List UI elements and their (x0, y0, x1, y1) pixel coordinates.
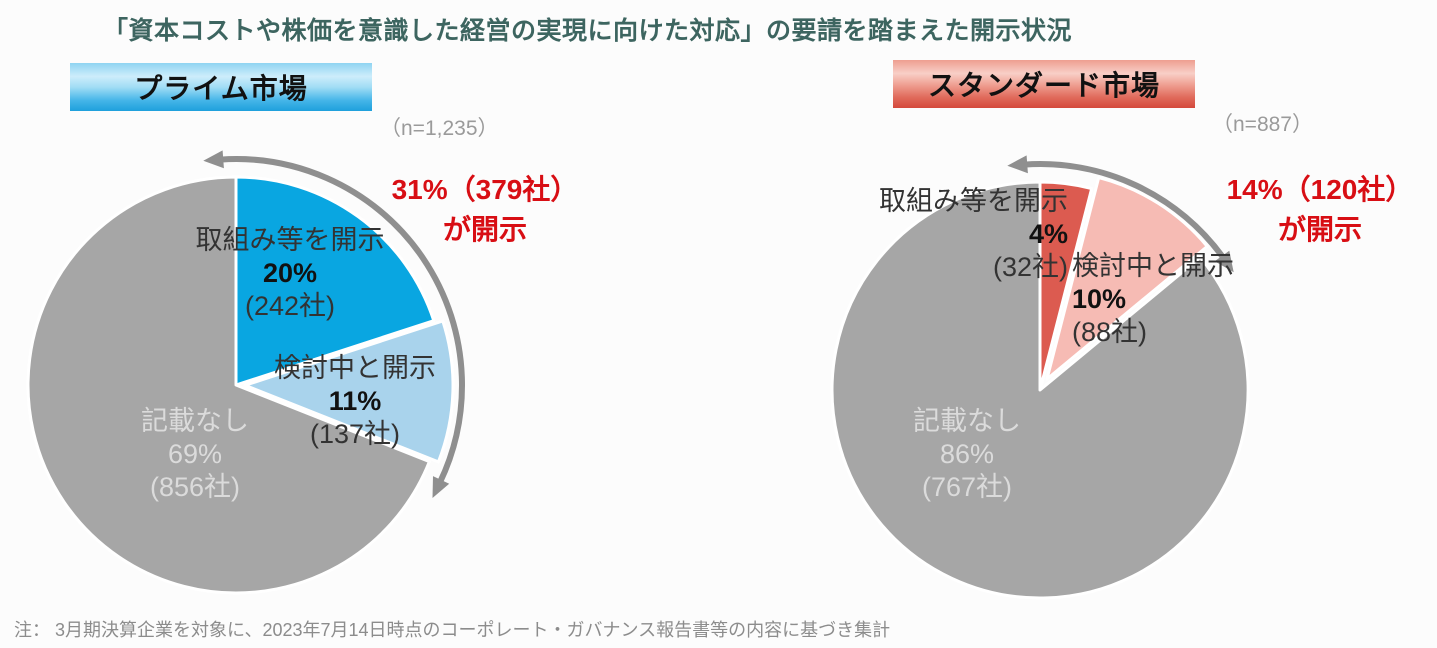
slice-percent: 20% (262, 258, 318, 288)
disclosed-arc-arrow (1021, 161, 1227, 262)
slice-count: (767社) (921, 472, 1013, 502)
prime-market-header: プライム市場 (70, 63, 372, 111)
slice-count: (88社) (1072, 317, 1148, 347)
prime-none-label-group: 記載なし 69% (856社) (85, 405, 305, 504)
slice-count: (32社) (992, 252, 1068, 282)
pie-slice (26, 175, 431, 595)
arrowhead-icon (1214, 250, 1234, 273)
prime-disclosed-annotation: 31%（379社） が開示 (355, 170, 615, 250)
annotation-line1: 31%（379社） (391, 174, 579, 205)
slice-name: 記載なし (141, 406, 249, 436)
arrowhead-icon (432, 476, 450, 498)
disclosed-arc-arrow (217, 156, 465, 486)
slice-name: 検討中と開示 (1072, 251, 1234, 281)
arrowhead-icon (203, 150, 224, 169)
slice-percent: 10% (1072, 284, 1127, 314)
footnote: 注： 3月期決算企業を対象に、2023年7月14日時点のコーポレート・ガバナンス… (14, 620, 891, 640)
annotation-line1: 14%（120社） (1226, 174, 1414, 205)
annotation-line2: が開示 (1277, 214, 1362, 245)
slice-name: 取組み等を開示 (195, 225, 385, 255)
standard-considering-label-group: 検討中と開示 10% (88社) (1072, 250, 1322, 349)
prime-market-label: プライム市場 (134, 73, 308, 104)
standard-pie-chart (830, 155, 1250, 600)
prime-n-count: （n=1,235） (380, 117, 499, 140)
pie-slice (1045, 176, 1209, 381)
slice-name: 検討中と開示 (274, 353, 436, 383)
pie-slice (234, 175, 436, 387)
slice-name: 記載なし (913, 406, 1021, 436)
standard-n-count: （n=887） (1212, 113, 1313, 136)
prime-pie-chart (26, 150, 465, 595)
standard-market-label: スタンダード市場 (927, 70, 1160, 101)
slice-name: 取組み等を開示 (879, 186, 1068, 216)
pie-slice (830, 180, 1250, 600)
page-title: 「資本コストや株価を意識した経営の実現に向けた対応」の要請を踏まえた開示状況 (103, 17, 1073, 45)
pie-slice (243, 319, 455, 464)
slice-count: (856社) (149, 472, 241, 502)
slice-count: (242社) (244, 291, 336, 321)
slice-percent: 69% (167, 439, 223, 469)
prime-disclosed-label-group: 取組み等を開示 20% (242社) (155, 224, 425, 323)
arrowhead-icon (1007, 155, 1028, 174)
prime-considering-label-group: 検討中と開示 11% (137社) (235, 352, 475, 451)
standard-none-label-group: 記載なし 86% (767社) (857, 405, 1077, 504)
standard-disclosed-label-group: 取組み等を開示 4% (32社) (808, 185, 1068, 284)
slice-percent: 4% (1028, 219, 1068, 249)
slice-percent: 86% (939, 439, 995, 469)
annotation-line2: が開示 (442, 214, 527, 245)
standard-market-header: スタンダード市場 (893, 60, 1195, 108)
slice-count: (137社) (309, 419, 401, 449)
standard-disclosed-annotation: 14%（120社） が開示 (1180, 170, 1437, 250)
slice-percent: 11% (328, 386, 382, 416)
